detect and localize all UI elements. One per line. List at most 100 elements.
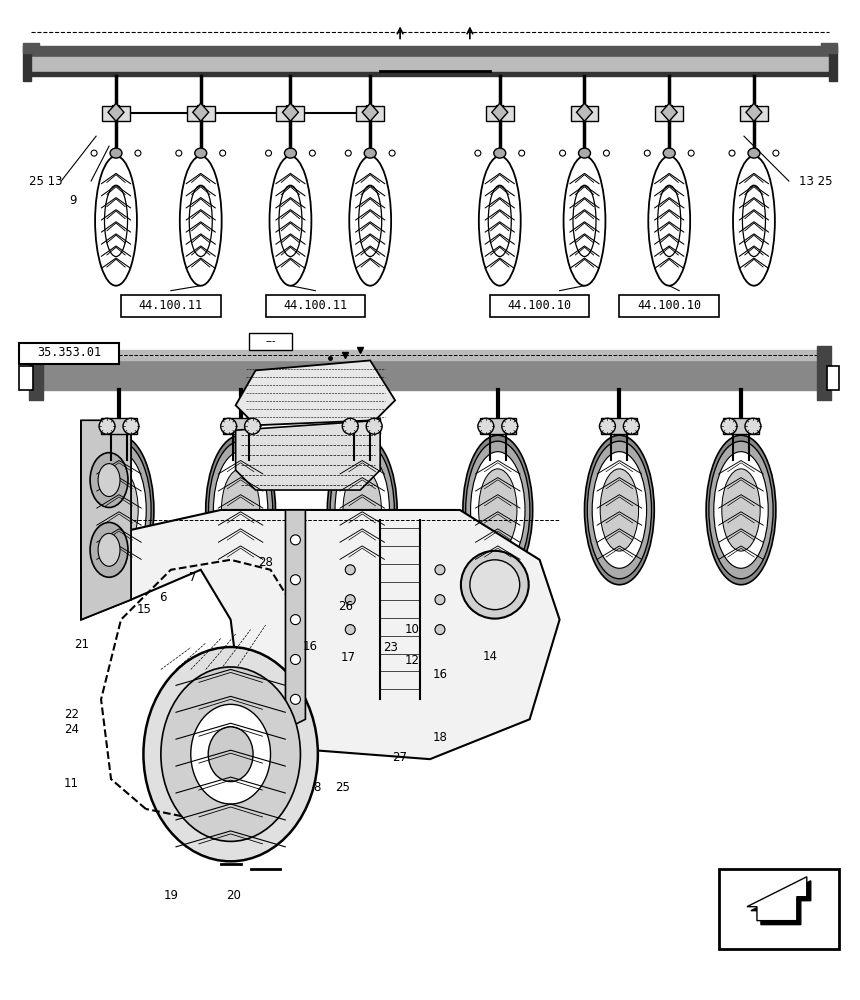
Ellipse shape: [585, 435, 654, 585]
Polygon shape: [108, 103, 124, 121]
Ellipse shape: [563, 156, 605, 286]
Ellipse shape: [479, 156, 520, 286]
Text: 6: 6: [159, 591, 167, 604]
Bar: [829, 46, 837, 81]
Circle shape: [435, 565, 445, 575]
Polygon shape: [282, 103, 298, 121]
Ellipse shape: [343, 469, 381, 551]
Circle shape: [244, 418, 261, 434]
Ellipse shape: [463, 435, 532, 585]
Ellipse shape: [461, 551, 529, 619]
Ellipse shape: [389, 150, 395, 156]
Ellipse shape: [365, 148, 376, 158]
Ellipse shape: [213, 452, 267, 568]
Ellipse shape: [328, 435, 397, 585]
Text: 8: 8: [314, 781, 321, 794]
Ellipse shape: [335, 452, 390, 568]
Ellipse shape: [560, 150, 566, 156]
Polygon shape: [236, 360, 395, 425]
Polygon shape: [492, 103, 507, 121]
Ellipse shape: [90, 522, 128, 577]
Polygon shape: [286, 510, 305, 729]
Ellipse shape: [206, 435, 275, 585]
Circle shape: [435, 595, 445, 605]
Ellipse shape: [573, 185, 596, 257]
Ellipse shape: [144, 647, 318, 861]
Circle shape: [345, 625, 355, 635]
Text: 26: 26: [338, 600, 353, 613]
Ellipse shape: [208, 727, 253, 782]
Text: 44.100.11: 44.100.11: [138, 299, 203, 312]
Ellipse shape: [90, 453, 128, 507]
Polygon shape: [576, 103, 593, 121]
Text: 7: 7: [189, 571, 197, 584]
Circle shape: [291, 535, 300, 545]
Polygon shape: [81, 420, 131, 620]
Circle shape: [501, 418, 518, 434]
Ellipse shape: [688, 150, 694, 156]
Bar: [719, 869, 838, 949]
Bar: [19, 366, 34, 390]
Text: 22: 22: [64, 708, 78, 721]
Bar: [223, 418, 259, 434]
Text: 25 13: 25 13: [29, 175, 63, 188]
Ellipse shape: [706, 435, 776, 585]
Ellipse shape: [208, 441, 273, 579]
Text: 21: 21: [74, 638, 89, 651]
Text: 20: 20: [226, 889, 241, 902]
Bar: [121, 295, 221, 317]
Ellipse shape: [349, 156, 391, 286]
Text: 17: 17: [341, 651, 356, 664]
Ellipse shape: [722, 469, 760, 551]
Bar: [655, 106, 683, 121]
Ellipse shape: [470, 560, 519, 610]
Polygon shape: [81, 420, 560, 759]
Ellipse shape: [269, 156, 311, 286]
Circle shape: [221, 418, 237, 434]
Ellipse shape: [748, 148, 760, 158]
Ellipse shape: [161, 667, 300, 841]
Ellipse shape: [194, 148, 206, 158]
Ellipse shape: [91, 150, 97, 156]
Ellipse shape: [180, 156, 222, 286]
Ellipse shape: [488, 185, 512, 257]
Ellipse shape: [100, 469, 138, 551]
Ellipse shape: [604, 150, 610, 156]
Bar: [23, 46, 31, 81]
Text: 18: 18: [433, 731, 447, 744]
Ellipse shape: [191, 704, 271, 804]
Bar: [102, 106, 130, 121]
Circle shape: [291, 575, 300, 585]
Circle shape: [342, 418, 359, 434]
Ellipse shape: [84, 435, 154, 585]
Circle shape: [478, 418, 494, 434]
Ellipse shape: [519, 150, 525, 156]
Text: 10: 10: [404, 623, 420, 636]
Bar: [740, 106, 768, 121]
Circle shape: [435, 625, 445, 635]
Text: 14: 14: [482, 650, 497, 663]
Ellipse shape: [729, 150, 735, 156]
Ellipse shape: [219, 150, 225, 156]
Circle shape: [624, 418, 639, 434]
Ellipse shape: [773, 150, 779, 156]
Circle shape: [366, 418, 382, 434]
Bar: [480, 418, 516, 434]
Ellipse shape: [92, 452, 146, 568]
Ellipse shape: [475, 150, 481, 156]
Ellipse shape: [221, 469, 260, 551]
Ellipse shape: [709, 441, 773, 579]
Text: 27: 27: [393, 751, 408, 764]
Ellipse shape: [587, 441, 652, 579]
Polygon shape: [236, 420, 380, 490]
Text: 19: 19: [163, 889, 178, 902]
Text: 35.353.01: 35.353.01: [37, 346, 101, 359]
Circle shape: [345, 595, 355, 605]
Bar: [344, 418, 380, 434]
Bar: [277, 106, 304, 121]
Ellipse shape: [733, 156, 775, 286]
Ellipse shape: [98, 533, 120, 566]
Ellipse shape: [648, 156, 691, 286]
Ellipse shape: [465, 441, 530, 579]
Ellipse shape: [135, 150, 141, 156]
